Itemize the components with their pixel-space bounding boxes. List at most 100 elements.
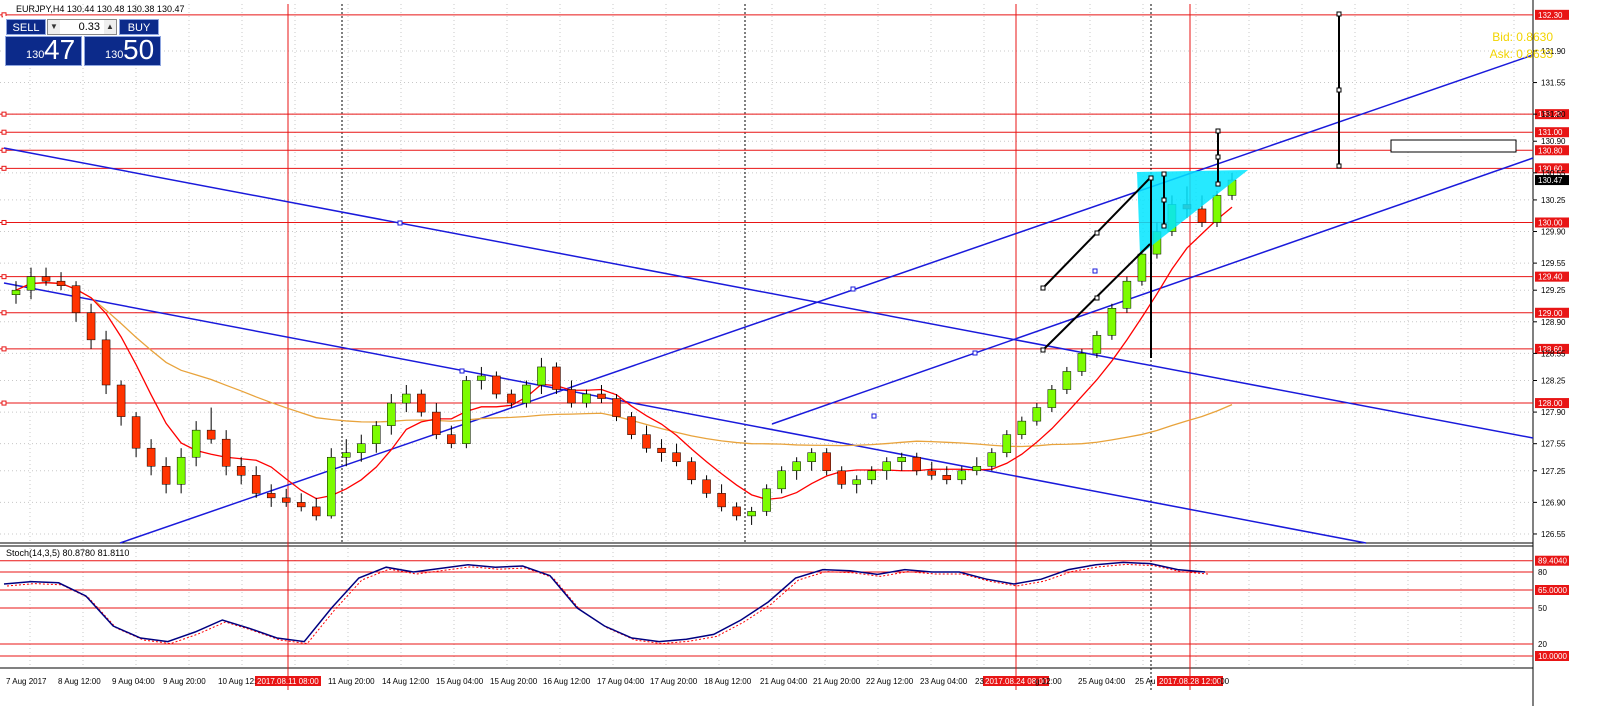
time-marker-label: 2017.08.24 08:00 [985, 677, 1048, 686]
time-marker-label: 2017.08.11 08:00 [257, 677, 319, 686]
price-level-tag [1535, 271, 1569, 282]
price-level-tag [1535, 145, 1569, 156]
candle-body [522, 384, 531, 404]
price-tick-label: 128.90 [1541, 318, 1566, 327]
price-level-handle [1, 346, 7, 352]
drawing-anchor [1040, 285, 1046, 291]
price-level-label: 129.00 [1538, 309, 1563, 318]
candle-body [402, 393, 411, 404]
candle-body [672, 452, 681, 462]
price-tick-label: 128.55 [1541, 349, 1566, 358]
drawing-anchor [1336, 163, 1342, 169]
drawing-anchor [1094, 295, 1100, 301]
candle-body [11, 289, 21, 295]
drawing-anchor [1161, 171, 1167, 177]
candle-body [131, 416, 141, 449]
candle-body [762, 488, 771, 512]
current-price-label: 130.47 [1538, 176, 1563, 185]
candle-body [822, 452, 831, 472]
candle-body [1107, 308, 1117, 336]
candle-body [642, 434, 651, 449]
drawing-anchor [1336, 11, 1342, 17]
bid-label: Bid: 0.8630 [1492, 30, 1553, 44]
candle-body [912, 456, 921, 472]
time-tick-label: 8 Aug 12:00 [58, 677, 101, 686]
stoch-main-line [3, 561, 1206, 643]
stoch-level-label: 50 [1538, 604, 1547, 613]
candle-body [342, 452, 351, 458]
price-tick-label: 130.90 [1541, 137, 1566, 146]
trendline-anchor [871, 413, 877, 419]
candle-body [236, 466, 246, 476]
price-tick-label: 129.25 [1541, 286, 1566, 295]
candle-body [732, 506, 741, 517]
drawing-anchor [1040, 347, 1046, 353]
sell-price-box[interactable]: 130 47 [5, 34, 82, 66]
candle-body [191, 429, 201, 458]
candle-body [1047, 389, 1057, 408]
buy-button[interactable]: BUY [119, 19, 159, 35]
lot-value: 0.33 [78, 21, 100, 33]
candle-body [687, 461, 696, 481]
candle-body [357, 443, 366, 453]
time-tick-label: 10 Aug 12: [218, 677, 256, 686]
candle-body [1077, 353, 1087, 372]
lot-decrease-icon[interactable]: ▼ [48, 20, 60, 34]
candle-body [987, 452, 997, 467]
price-tick-label: 129.90 [1541, 228, 1566, 237]
candle-body [597, 393, 606, 399]
candle-body [101, 339, 111, 386]
candle-body [927, 470, 937, 476]
price-level-handle [1, 219, 7, 225]
time-marker-tag [1157, 676, 1223, 686]
time-tick-label: 21 Aug 04:00 [760, 677, 808, 686]
stoch-header: Stoch(14,3,5) 80.8780 81.8110 [6, 548, 129, 558]
candle-body [327, 456, 336, 517]
candle-body [41, 276, 51, 282]
candle-body [296, 502, 306, 508]
ask-label: Ask: 0.8633 [1489, 47, 1553, 61]
candle-body [897, 456, 906, 462]
candle-body [281, 497, 291, 503]
stoch-level-label: 20 [1538, 640, 1547, 649]
price-level-label: 128.00 [1538, 399, 1563, 408]
price-level-tag [1535, 343, 1569, 354]
candle-body [882, 461, 891, 472]
price-level-tag [1535, 398, 1569, 409]
candle-body [417, 393, 426, 413]
candle-body [792, 461, 801, 472]
symbol-header: EURJPY,H4 130.44 130.48 130.38 130.47 [16, 4, 184, 14]
stoch-level-tag [1535, 555, 1569, 566]
lot-size-input[interactable]: ▼ 0.33 ▲ [47, 19, 117, 35]
time-tick-label: 15 Aug 04:00 [436, 677, 484, 686]
candle-body [582, 393, 591, 404]
price-level-label: 131.20 [1538, 110, 1563, 119]
time-tick-label: 17 Aug 20:00 [650, 677, 698, 686]
time-tick-label: 22 Aug 12:00 [866, 677, 914, 686]
candle-body [717, 493, 726, 508]
lot-increase-icon[interactable]: ▲ [104, 20, 116, 34]
time-tick-label: 21 Aug 20:00 [813, 677, 861, 686]
price-tick-label: 128.25 [1541, 376, 1566, 385]
trendline-anchor [850, 286, 856, 292]
trendline-anchor [1092, 268, 1098, 274]
stoch-level-label: 80 [1538, 568, 1547, 577]
candle-body [146, 447, 156, 467]
candle-body [1002, 434, 1012, 453]
candle-body [537, 366, 546, 386]
stoch-level-label: 10.0000 [1538, 652, 1567, 661]
drawing-anchor [1336, 87, 1342, 93]
buy-price-box[interactable]: 130 50 [84, 34, 161, 66]
candle-body [56, 280, 66, 286]
drawing-anchor [1148, 175, 1154, 181]
sell-button[interactable]: SELL [6, 19, 46, 35]
candle-body [957, 470, 967, 481]
candle-body [1062, 371, 1072, 390]
price-level-label: 131.00 [1538, 128, 1563, 137]
stoch-level-label: 89.4040 [1538, 557, 1567, 566]
candle-body [311, 506, 321, 517]
buy-price-prefix: 130 [105, 49, 124, 61]
price-level-tag [1535, 307, 1569, 318]
price-level-handle [1, 129, 7, 135]
